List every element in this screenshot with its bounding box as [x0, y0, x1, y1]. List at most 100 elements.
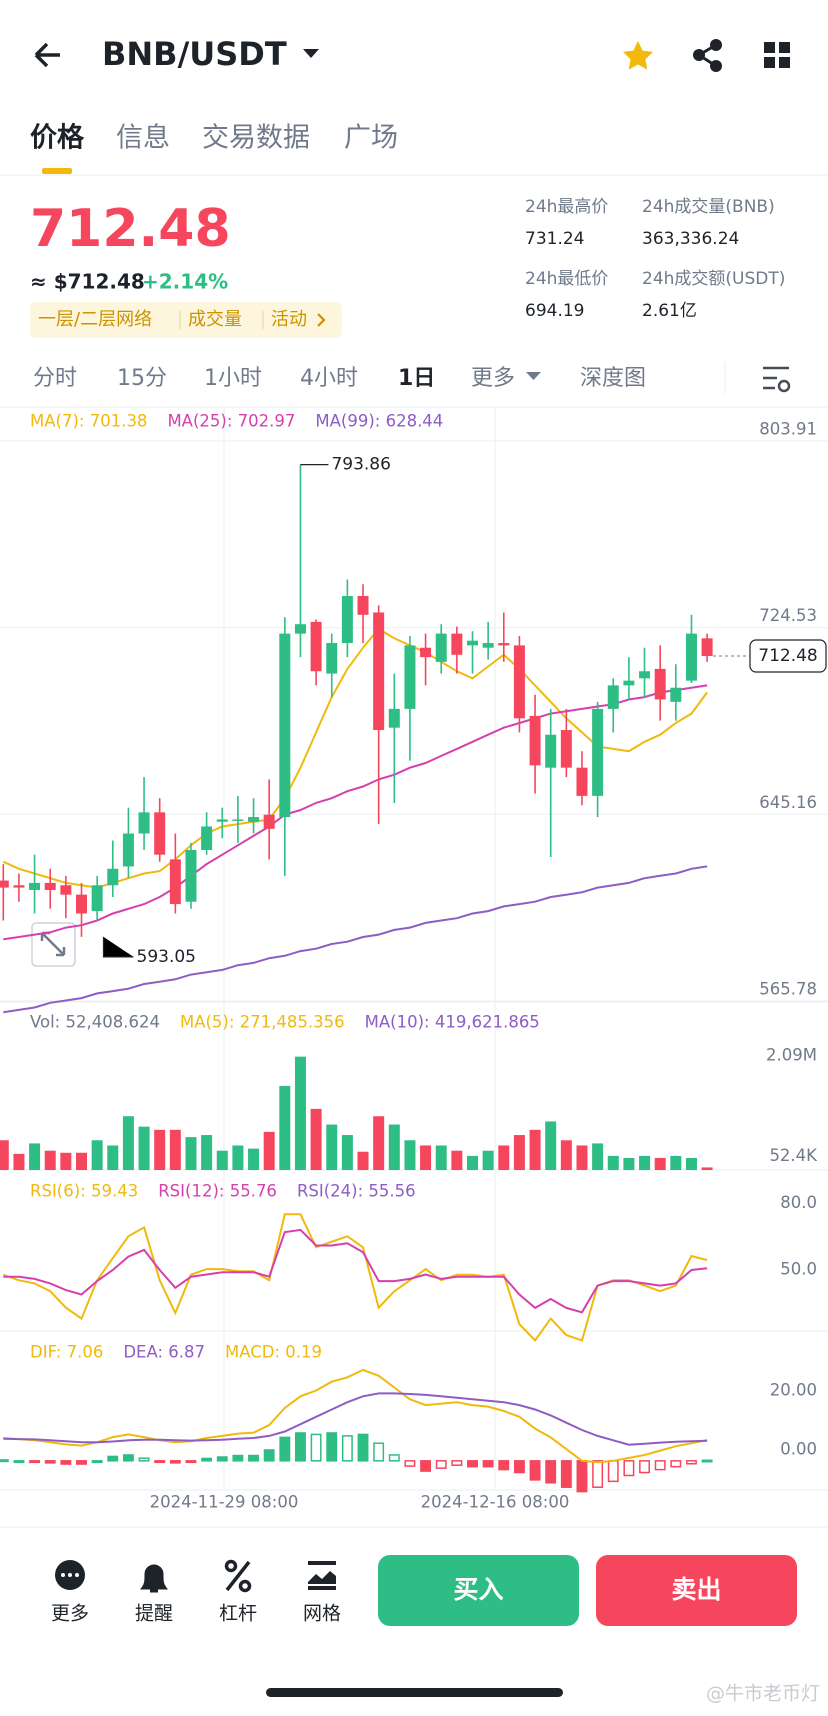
macd-bar	[670, 1460, 682, 1468]
settings-icon[interactable]	[763, 366, 791, 393]
volume-bar	[592, 1143, 604, 1170]
back-button[interactable]	[34, 42, 60, 68]
macd-bar	[435, 1460, 447, 1469]
macd-bar	[560, 1460, 572, 1488]
legend-entry: MA(99): 628.44	[315, 412, 443, 431]
pair-title[interactable]: BNB/USDT	[102, 35, 287, 73]
tag[interactable]: 成交量	[188, 309, 242, 330]
macd-bar	[91, 1460, 103, 1464]
legend-entry: DEA: 6.87	[123, 1343, 205, 1362]
candle-body	[435, 633, 447, 662]
interval-tab[interactable]: 更多	[471, 366, 515, 391]
candle-body	[451, 633, 463, 655]
volume-bar	[420, 1145, 432, 1170]
volume-bar	[154, 1129, 166, 1170]
volume-bar	[388, 1124, 400, 1170]
candle-body	[529, 715, 541, 766]
legend-entry: MA(5): 271,485.356	[180, 1013, 345, 1032]
candle-body	[122, 833, 134, 867]
candle-body	[29, 882, 41, 890]
tag[interactable]: 活动	[271, 309, 307, 330]
tag-badge[interactable]	[30, 302, 342, 338]
interval-tab[interactable]: 1日	[398, 366, 435, 391]
candle-body	[13, 885, 25, 888]
volume-bar	[122, 1116, 134, 1170]
macd-bar	[107, 1455, 119, 1462]
legend-entry: DIF: 7.06	[30, 1343, 103, 1362]
buy-label[interactable]: 买入	[453, 1575, 503, 1604]
interval-tab[interactable]: 分时	[33, 366, 77, 391]
candle-body	[701, 638, 713, 657]
share-icon[interactable]	[693, 39, 722, 72]
volume-bar	[670, 1155, 682, 1170]
volume-bar	[498, 1145, 510, 1170]
candle-body	[482, 643, 494, 648]
candle-body	[0, 880, 9, 888]
sell-label[interactable]: 卖出	[671, 1575, 721, 1604]
candle-body	[560, 730, 572, 768]
macd-bar	[122, 1454, 134, 1462]
x-tick-label: 2024-12-16 08:00	[421, 1493, 570, 1512]
interval-tab[interactable]: 1小时	[204, 366, 262, 391]
macd-bar	[310, 1433, 322, 1462]
toolbar-label[interactable]: 提醒	[135, 1603, 173, 1625]
volume-bar	[357, 1151, 369, 1170]
volume-bar	[169, 1129, 181, 1170]
x-tick-label: 2024-11-29 08:00	[150, 1493, 299, 1512]
home-indicator	[266, 1688, 563, 1697]
toolbar-label[interactable]: 网格	[303, 1603, 341, 1625]
tab[interactable]: 交易数据	[202, 123, 310, 154]
macd-bar	[623, 1460, 635, 1477]
grid-trade-icon[interactable]	[308, 1561, 336, 1590]
volume-bar	[529, 1129, 541, 1170]
interval-tab[interactable]: 深度图	[580, 366, 646, 391]
tab[interactable]: 信息	[116, 123, 170, 154]
volume-bar	[201, 1135, 213, 1170]
volume-bar	[545, 1121, 557, 1170]
candle-body	[498, 643, 510, 646]
toolbar-label[interactable]: 更多	[51, 1603, 89, 1625]
macd-bar	[60, 1460, 72, 1465]
more-icon[interactable]	[55, 1560, 85, 1590]
favorite-icon[interactable]	[623, 41, 653, 70]
candle-body	[592, 708, 604, 796]
sell-button[interactable]	[596, 1555, 797, 1626]
candle-body	[388, 708, 400, 728]
macd-bar	[201, 1457, 213, 1462]
candle-body	[185, 849, 197, 902]
stat-label: 24h成交额(USDT)	[642, 269, 785, 289]
legend-entry: Vol: 52,408.624	[30, 1013, 160, 1032]
volume-bar	[248, 1148, 260, 1170]
expand-icon[interactable]	[31, 922, 76, 967]
tab[interactable]: 广场	[344, 123, 398, 154]
interval-tab[interactable]: 15分	[117, 366, 167, 391]
candle-body	[545, 734, 557, 768]
candle-body	[607, 685, 619, 709]
volume-bar	[435, 1145, 447, 1170]
volume-bar	[29, 1143, 41, 1170]
alert-icon[interactable]	[140, 1564, 168, 1593]
tag[interactable]: 一层/二层网络	[38, 309, 152, 330]
candle-body	[248, 817, 260, 822]
usd-price: ≈ $712.48	[30, 270, 145, 294]
volume-bar	[44, 1150, 56, 1170]
candle-body	[138, 812, 150, 834]
toolbar-label[interactable]: 杠杆	[219, 1603, 257, 1625]
grid-icon[interactable]	[764, 42, 790, 68]
interval-tab[interactable]: 4小时	[300, 366, 358, 391]
y-tick-label: 20.00	[770, 1381, 817, 1400]
macd-bar	[76, 1460, 87, 1465]
buy-button[interactable]	[378, 1555, 579, 1626]
macd-bar	[154, 1460, 166, 1464]
macd-bar	[701, 1459, 713, 1463]
price-change: +2.14%	[142, 270, 228, 294]
tab[interactable]: 价格	[30, 123, 85, 154]
volume-bar	[279, 1085, 291, 1170]
leverage-icon[interactable]	[224, 1559, 252, 1593]
tab-underline	[42, 168, 72, 174]
legend-entry: MACD: 0.19	[225, 1343, 322, 1362]
volume-bar	[685, 1157, 697, 1170]
candle-body	[357, 595, 369, 615]
macd-bar	[607, 1460, 619, 1483]
dropdown-icon[interactable]	[303, 49, 319, 58]
